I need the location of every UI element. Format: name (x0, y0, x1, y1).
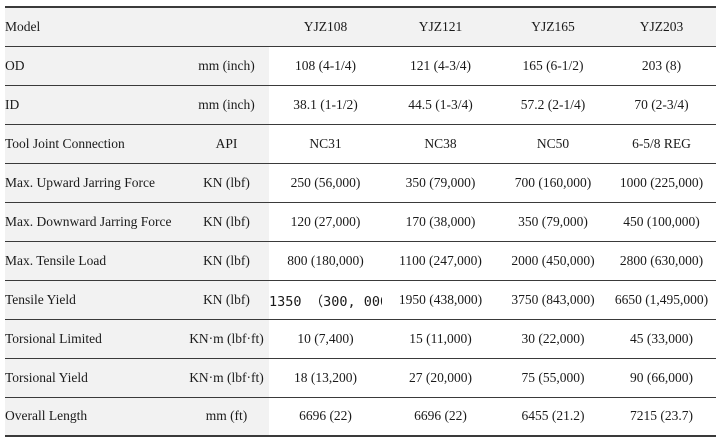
row-unit: KN (lbf) (184, 241, 269, 281)
cell-value: 165 (6-1/2) (499, 46, 607, 86)
cell-value: 700 (160,000) (499, 163, 607, 203)
table-row-id: ID mm (inch) 38.1 (1-1/2) 44.5 (1-3/4) 5… (5, 85, 716, 125)
table-row-max-downward-jarring-force: Max. Downward Jarring Force KN (lbf) 120… (5, 202, 716, 242)
cell-value: 203 (8) (607, 46, 716, 86)
cell-value: 70 (2-3/4) (607, 85, 716, 125)
cell-value: 1350 （300, 000） (269, 280, 382, 320)
model-column-header: YJZ203 (607, 7, 716, 47)
cell-value: 10 (7,400) (269, 319, 382, 359)
row-label: Overall Length (5, 397, 184, 437)
row-unit: mm (inch) (184, 85, 269, 125)
cell-value: 170 (38,000) (382, 202, 499, 242)
cell-value: 45 (33,000) (607, 319, 716, 359)
model-column-header: YJZ121 (382, 7, 499, 47)
row-unit: KN (lbf) (184, 202, 269, 242)
cell-value: 7215 (23.7) (607, 397, 716, 437)
cell-value: 2800 (630,000) (607, 241, 716, 281)
table-row-max-tensile-load: Max. Tensile Load KN (lbf) 800 (180,000)… (5, 241, 716, 281)
cell-value: 1000 (225,000) (607, 163, 716, 203)
table-header-row: Model YJZ108 YJZ121 YJZ165 YJZ203 (5, 7, 716, 47)
row-label: ID (5, 85, 184, 125)
cell-value: NC50 (499, 124, 607, 164)
row-unit: mm (ft) (184, 397, 269, 437)
model-header-label: Model (5, 7, 184, 47)
cell-value: 1100 (247,000) (382, 241, 499, 281)
cell-value: 250 (56,000) (269, 163, 382, 203)
table-row-torsional-yield: Torsional Yield KN·m (lbf·ft) 18 (13,200… (5, 358, 716, 398)
table-row-overall-length: Overall Length mm (ft) 6696 (22) 6696 (2… (5, 397, 716, 437)
table-row-tensile-yield: Tensile Yield KN (lbf) 1350 （300, 000） 1… (5, 280, 716, 320)
row-label: Max. Downward Jarring Force (5, 202, 184, 242)
row-unit: KN·m (lbf·ft) (184, 319, 269, 359)
cell-value: 6696 (22) (269, 397, 382, 437)
row-unit: KN·m (lbf·ft) (184, 358, 269, 398)
cell-value: 44.5 (1-3/4) (382, 85, 499, 125)
cell-value: 108 (4-1/4) (269, 46, 382, 86)
cell-value: 350 (79,000) (499, 202, 607, 242)
cell-value: 2000 (450,000) (499, 241, 607, 281)
row-label: OD (5, 46, 184, 86)
row-label: Max. Tensile Load (5, 241, 184, 281)
cell-value: 120 (27,000) (269, 202, 382, 242)
row-unit: KN (lbf) (184, 280, 269, 320)
model-column-header: YJZ165 (499, 7, 607, 47)
row-unit: mm (inch) (184, 46, 269, 86)
row-label: Tensile Yield (5, 280, 184, 320)
table-row-od: OD mm (inch) 108 (4-1/4) 121 (4-3/4) 165… (5, 46, 716, 86)
cell-value: NC38 (382, 124, 499, 164)
cell-value: 3750 (843,000) (499, 280, 607, 320)
cell-value: 6-5/8 REG (607, 124, 716, 164)
cell-value: 75 (55,000) (499, 358, 607, 398)
cell-value: NC31 (269, 124, 382, 164)
cell-value: 450 (100,000) (607, 202, 716, 242)
cell-value: 18 (13,200) (269, 358, 382, 398)
cell-value: 6455 (21.2) (499, 397, 607, 437)
row-unit: API (184, 124, 269, 164)
cell-value: 30 (22,000) (499, 319, 607, 359)
cell-value: 90 (66,000) (607, 358, 716, 398)
cell-value: 38.1 (1-1/2) (269, 85, 382, 125)
cell-value: 350 (79,000) (382, 163, 499, 203)
cell-value: 6650 (1,495,000) (607, 280, 716, 320)
model-header-unit (184, 7, 269, 47)
row-label: Tool Joint Connection (5, 124, 184, 164)
row-label: Max. Upward Jarring Force (5, 163, 184, 203)
row-label: Torsional Limited (5, 319, 184, 359)
cell-value: 27 (20,000) (382, 358, 499, 398)
table-row-tool-joint-connection: Tool Joint Connection API NC31 NC38 NC50… (5, 124, 716, 164)
cell-value: 57.2 (2-1/4) (499, 85, 607, 125)
cell-value: 15 (11,000) (382, 319, 499, 359)
specs-table: Model YJZ108 YJZ121 YJZ165 YJZ203 OD mm … (5, 6, 716, 437)
row-unit: KN (lbf) (184, 163, 269, 203)
cell-value: 800 (180,000) (269, 241, 382, 281)
row-label: Torsional Yield (5, 358, 184, 398)
cell-value: 1950 (438,000) (382, 280, 499, 320)
table-row-torsional-limited: Torsional Limited KN·m (lbf·ft) 10 (7,40… (5, 319, 716, 359)
cell-value: 121 (4-3/4) (382, 46, 499, 86)
table-row-max-upward-jarring-force: Max. Upward Jarring Force KN (lbf) 250 (… (5, 163, 716, 203)
cell-value: 6696 (22) (382, 397, 499, 437)
model-column-header: YJZ108 (269, 7, 382, 47)
